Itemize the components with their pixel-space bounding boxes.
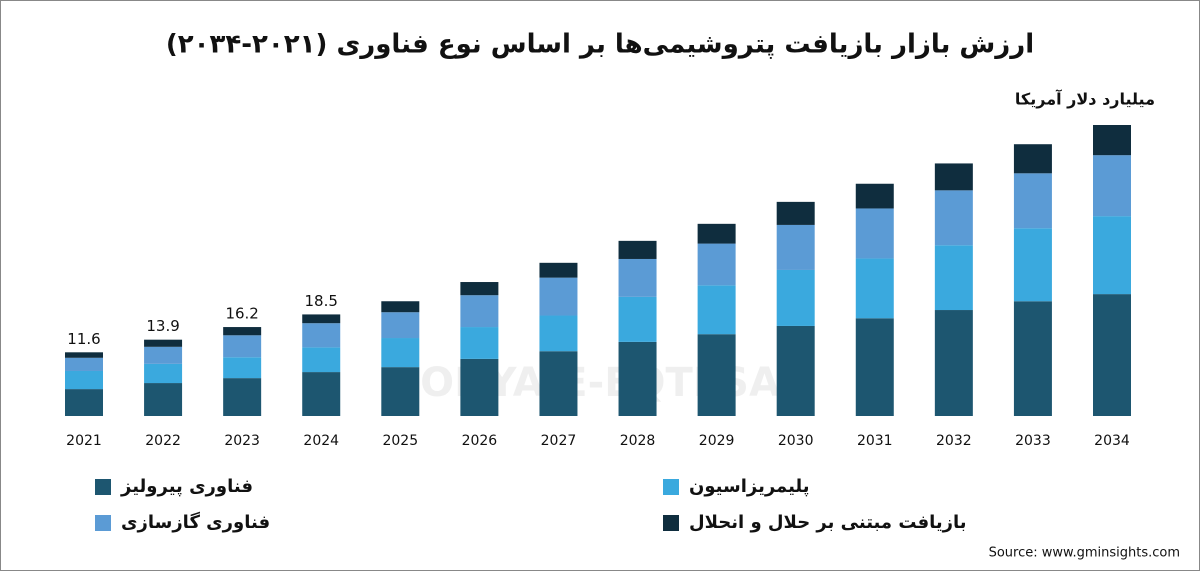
legend-swatch — [663, 479, 679, 495]
watermark: DONYA-E-EQTESAD — [387, 360, 813, 406]
bar-segment — [776, 325, 815, 416]
legend-swatch — [663, 515, 679, 531]
chart-title: ارزش بازار بازیافت پتروشیمی‌ها بر اساس ن… — [166, 30, 1034, 60]
bar-segment — [618, 341, 657, 416]
bar-segment — [65, 389, 103, 416]
bar-segment — [539, 277, 578, 316]
bar-segment — [381, 312, 420, 339]
x-tick-label: 2028 — [620, 433, 656, 449]
legend-swatch — [95, 479, 111, 495]
bar-segment — [776, 201, 815, 225]
bar-segment — [302, 323, 341, 348]
bar-segment — [539, 315, 578, 352]
bar-segment — [618, 240, 657, 259]
x-tick-label: 2027 — [541, 433, 577, 449]
chart-subtitle: میلیارد دلار آمریکا — [1015, 89, 1155, 109]
bar-segment — [302, 372, 341, 416]
bar-segment — [1013, 228, 1052, 302]
bar-segment — [1093, 216, 1131, 295]
bar-segment — [539, 351, 578, 416]
legend-label: پلیمریزاسیون — [689, 476, 810, 497]
legend-label: فناوری گازسازی — [121, 511, 270, 533]
bar-segment — [934, 163, 973, 191]
x-tick-label: 2024 — [303, 433, 339, 449]
bar-segment — [460, 327, 499, 359]
bar-segment — [697, 285, 736, 335]
bar-segment — [618, 296, 657, 342]
bar-segment — [618, 258, 657, 297]
x-tick-label: 2030 — [778, 433, 814, 449]
x-tick-label: 2032 — [936, 433, 972, 449]
bar-segment — [697, 243, 736, 286]
bar-segment — [223, 327, 262, 336]
bar-segment — [934, 310, 973, 416]
bar-segment — [223, 378, 262, 416]
bar-segment — [1093, 155, 1131, 217]
bar-segment — [697, 334, 736, 416]
bar-segment — [1093, 294, 1131, 416]
bar-segment — [223, 357, 262, 379]
total-label: 16.2 — [225, 305, 258, 323]
bar-segment — [381, 338, 420, 368]
bar-segment — [460, 358, 499, 416]
bar-segment — [381, 301, 420, 313]
x-tick-label: 2033 — [1015, 433, 1051, 449]
total-label: 11.6 — [67, 330, 100, 348]
bar-segment — [697, 223, 736, 244]
bar-segment — [776, 269, 815, 326]
x-tick-label: 2021 — [66, 433, 102, 449]
bar-segment — [1013, 301, 1052, 416]
bar-segment — [855, 208, 894, 259]
bar-segment — [1013, 144, 1052, 174]
legend-swatch — [95, 515, 111, 531]
bar-segment — [302, 314, 341, 324]
legend-label: بازیافت مبتنی بر حلال و انحلال — [689, 512, 967, 533]
bar-segment — [539, 262, 578, 278]
bar-segment — [144, 383, 183, 416]
bar-segment — [144, 339, 183, 347]
total-label: 18.5 — [305, 292, 338, 310]
x-tick-label: 2023 — [224, 433, 260, 449]
bar-segment — [144, 346, 183, 364]
bar-segment — [223, 335, 262, 358]
bar-segment — [460, 295, 499, 328]
legend-label: فناوری پیرولیز — [120, 476, 253, 497]
source: Source: www.gminsights.com — [989, 546, 1180, 561]
x-tick-label: 2025 — [382, 433, 418, 449]
x-tick-label: 2029 — [699, 433, 735, 449]
x-tick-label: 2031 — [857, 433, 893, 449]
bar-segment — [776, 224, 815, 270]
bar-segment — [1093, 125, 1131, 156]
bar-segment — [934, 190, 973, 246]
bar-segment — [381, 367, 420, 416]
x-tick-label: 2026 — [462, 433, 498, 449]
bar-segment — [855, 258, 894, 319]
x-tick-label: 2022 — [145, 433, 181, 449]
total-label: 13.9 — [146, 317, 179, 335]
x-tick-label: 2034 — [1094, 433, 1130, 449]
bar-segment — [144, 363, 183, 384]
bar-segment — [1013, 173, 1052, 229]
bar-segment — [460, 282, 499, 296]
bar-segment — [302, 347, 341, 373]
bar-segment — [855, 318, 894, 416]
bar-segment — [65, 370, 103, 390]
bar-segment — [934, 245, 973, 311]
bar-segment — [65, 357, 103, 371]
bar-segment — [65, 352, 103, 358]
bar-segment — [855, 183, 894, 209]
